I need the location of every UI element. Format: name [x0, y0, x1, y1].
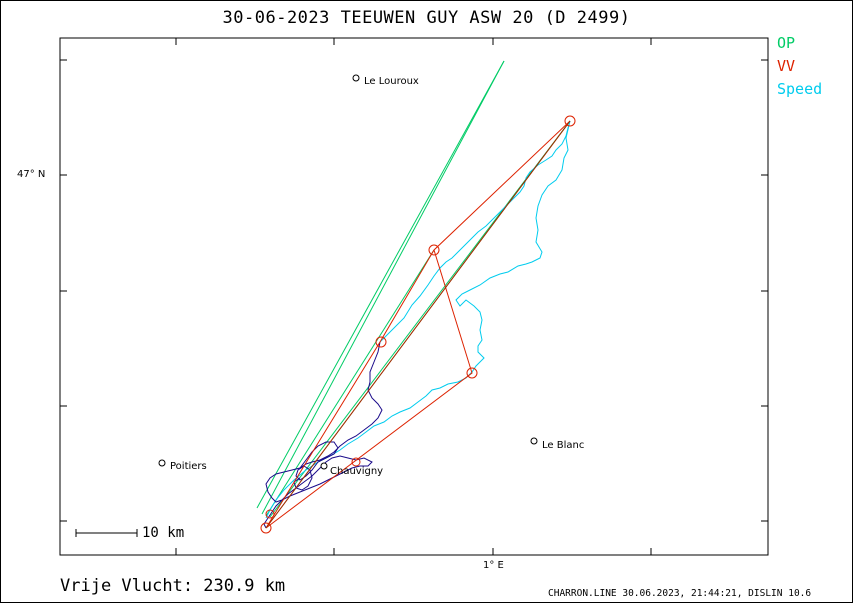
turnpoint-start [260, 522, 272, 534]
turnpoint-6 [265, 509, 275, 519]
legend-vv: VV [777, 57, 796, 75]
turnpoints [260, 115, 576, 534]
place-markers [158, 74, 538, 470]
legend-speed: Speed [777, 80, 823, 98]
map-title: 30-06-2023 TEEUWEN GUY ASW 20 (D 2499) [222, 8, 631, 28]
lat-ticks [60, 59, 768, 522]
place-marker-chauvigny [320, 462, 328, 470]
distance-label: Vrije Vlucht: 230.9 km [60, 576, 286, 596]
turnpoint-3 [466, 367, 478, 379]
lon-ticks [175, 38, 652, 555]
place-label-le-louroux: Le Louroux [364, 76, 419, 87]
scale-label: 10 km [142, 525, 185, 541]
altitude-track [263, 341, 383, 529]
op-line-2 [261, 60, 505, 515]
plot-frame [59, 37, 769, 556]
turnpoint-5 [351, 457, 361, 467]
op-line-3 [265, 249, 435, 517]
place-label-chauvigny: Chauvigny [330, 466, 384, 477]
op-lines [256, 60, 571, 518]
file-info: CHARRON.LINE 30.06.2023, 21:44:21, DISLI… [548, 588, 812, 599]
legend-op: OP [777, 34, 796, 52]
place-label-poitiers: Poitiers [170, 461, 207, 472]
lon-label: 1° E [483, 560, 504, 571]
altitude-track-loops [293, 441, 339, 491]
turnpoint-2 [428, 244, 440, 256]
speed-track [265, 120, 571, 519]
place-marker-le-blanc [530, 437, 538, 445]
scale-bar [75, 529, 138, 537]
turnpoint-4 [375, 336, 387, 348]
place-label-le-blanc: Le Blanc [542, 440, 585, 451]
place-marker-le-louroux [352, 74, 360, 82]
op-line-4 [269, 120, 571, 518]
place-marker-poitiers [158, 459, 166, 467]
op-line-1 [256, 60, 505, 509]
lat-label: 47° N [17, 169, 46, 180]
brown-line [265, 120, 571, 529]
turnpoint-1 [564, 115, 576, 127]
